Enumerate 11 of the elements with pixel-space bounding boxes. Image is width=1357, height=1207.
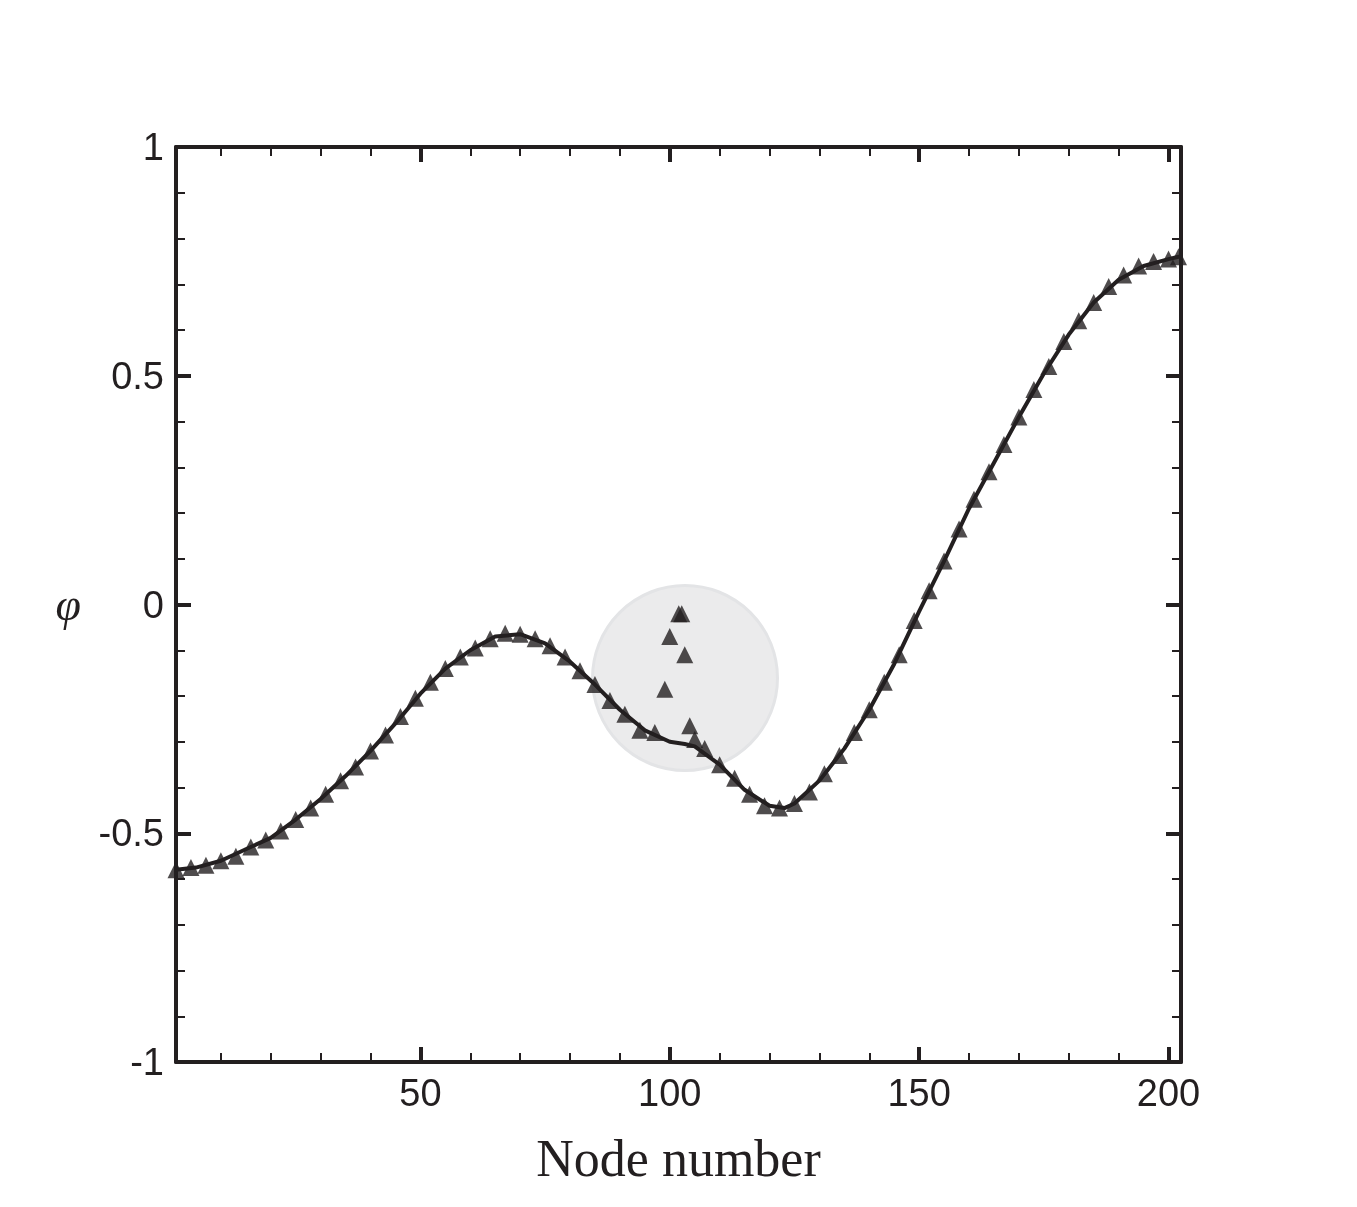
y-tick-label: -0.5 (98, 812, 164, 855)
y-axis-title: φ (55, 579, 81, 630)
y-tick-label: 0 (142, 583, 164, 626)
x-tick-label: 200 (1136, 1072, 1201, 1114)
y-tick-label: -1 (130, 1041, 164, 1083)
x-tick-label: 100 (638, 1072, 702, 1114)
y-tick-label: 0.5 (111, 354, 164, 397)
x-tick-label: 150 (887, 1072, 951, 1114)
x-axis-title: Node number (536, 1129, 821, 1187)
y-tick-label: 1 (142, 126, 164, 168)
x-tick-label: 50 (399, 1072, 442, 1114)
